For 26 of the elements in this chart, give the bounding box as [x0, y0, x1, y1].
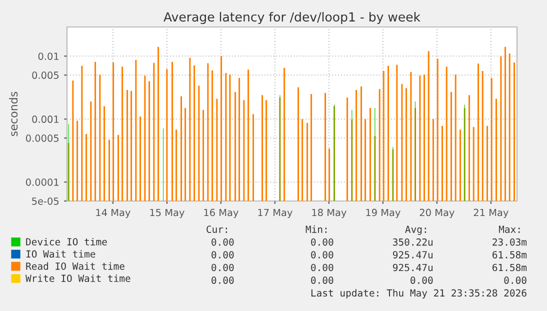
x-tick-label: 14 May [96, 208, 130, 218]
text: 0.00 0.00 925.47u 61.58m [212, 251, 527, 258]
x-tick-label: 17 May [258, 208, 292, 218]
legend-label: Device IO time [26, 238, 107, 246]
text: 0.00 0.00 925.47u 61.58m [212, 264, 527, 272]
y-tick-label: 0.001 [32, 116, 58, 123]
x-tick-label: 15 May [150, 208, 184, 218]
text: 0.00 0.00 350.22u 23.03m [212, 238, 527, 246]
x-tick-label: 19 May [366, 208, 400, 218]
y-tick-label: 5e-05 [32, 197, 59, 205]
x-tick-label: 18 May [312, 208, 346, 218]
legend-label: Write IO Wait time [26, 274, 130, 282]
y-tick-label: 0.0001 [26, 178, 58, 186]
y-tick-label: 0.005 [32, 72, 59, 79]
text: Last update: Thu May 21 23:35:28 2026 [311, 289, 526, 299]
y-axis-title: seconds [9, 92, 18, 136]
y-tick-label: 0.0005 [26, 134, 59, 142]
text: 0.00 0.00 0.00 0.00 [212, 276, 526, 284]
text: Cur: Min: Avg: Max: [206, 225, 520, 235]
legend-label: Read IO Wait time [26, 262, 124, 270]
x-tick-label: 20 May [420, 208, 454, 218]
x-tick-label: 16 May [204, 208, 238, 218]
x-tick-label: 21 May [474, 208, 508, 218]
y-tick-label: 0.01 [38, 52, 58, 60]
chart-title: Average latency for /dev/loop1 - by week [164, 12, 420, 24]
legend-label: IO Wait time [26, 250, 96, 258]
